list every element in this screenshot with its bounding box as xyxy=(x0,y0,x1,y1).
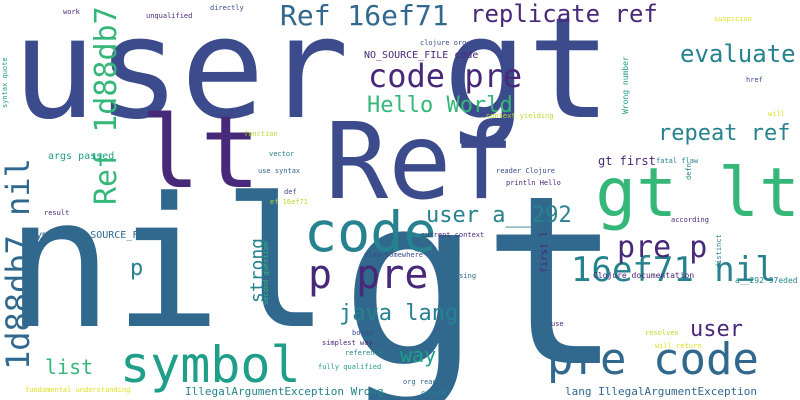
cloud-word-p: p xyxy=(130,256,144,281)
cloud-word-href: href xyxy=(746,76,763,84)
cloud-word-reference: reference xyxy=(345,349,383,357)
cloud-word-first-l: first l xyxy=(539,230,550,273)
cloud-word-symbol: symbol xyxy=(120,336,301,394)
cloud-word-gt-first: gt first xyxy=(598,154,656,168)
cloud-word-clojure-org: clojure org xyxy=(420,39,467,47)
cloud-word-def: def xyxy=(284,188,297,196)
cloud-word-using: Using xyxy=(455,272,477,280)
cloud-word-simplest-way: simplest way xyxy=(322,339,373,347)
cloud-word-user-small: user xyxy=(690,317,743,342)
cloud-word-syntax-quote: syntax quote xyxy=(1,57,9,108)
cloud-word-pre-code: pre code xyxy=(547,334,759,385)
cloud-word-use: use xyxy=(551,320,564,328)
cloud-word-no-source-file-code: NO_SOURCE_FILE code xyxy=(364,50,479,61)
cloud-word-work: work xyxy=(63,8,80,16)
cloud-word-evaluate: evaluate xyxy=(680,40,796,68)
cloud-word-gt: gt xyxy=(443,0,612,151)
cloud-word-unqualified: unqualified xyxy=(146,12,193,20)
cloud-word-current-context: current context xyxy=(421,231,485,239)
cloud-word-user-a-292: user a__292 xyxy=(426,203,572,228)
cloud-word-will: will xyxy=(768,110,785,118)
cloud-word-1d88db7-nil: 1d88db7 nil xyxy=(0,158,37,370)
cloud-word-ref: Ref xyxy=(325,101,515,223)
cloud-word-code-pre: code pre xyxy=(368,57,523,95)
cloud-word-pre-p: pre p xyxy=(617,230,708,265)
cloud-word-create: create xyxy=(421,389,447,397)
cloud-word-fully-qualified: fully qualified xyxy=(318,363,382,371)
cloud-word-a-292-97eded: a__292 97eded xyxy=(735,276,798,285)
cloud-word-result: result xyxy=(44,209,70,217)
cloud-word-bound: bound xyxy=(352,329,374,337)
cloud-word-symbol-no-source-file: Symbol NO_SOURCE_FILE xyxy=(30,230,157,241)
cloud-word-will-return: will return xyxy=(655,342,702,350)
cloud-word-java-lang: java lang xyxy=(339,301,459,326)
cloud-word-16ef71-nil: 16ef71 nil xyxy=(571,250,776,290)
cloud-word-according: according xyxy=(671,216,709,224)
cloud-word-lt: lt xyxy=(140,94,261,211)
cloud-word-user: user xyxy=(12,0,350,151)
cloud-word-illegalargumentexception-wrong: IllegalArgumentException Wrong xyxy=(185,385,384,398)
cloud-word-defn: defn xyxy=(685,163,693,180)
cloud-word-use-syntax: use syntax xyxy=(258,167,301,175)
cloud-word-context-yielding: context yielding xyxy=(486,112,554,120)
cloud-word-repeat-ref: repeat ref xyxy=(658,121,791,146)
cloud-word-hello-world: Hello World xyxy=(367,93,513,118)
cloud-word-p-pre: p pre xyxy=(308,252,429,298)
cloud-word-ef-16ef71: ef 16ef71 xyxy=(270,198,308,206)
cloud-word-org-reader: org reader xyxy=(403,378,446,386)
cloud-word-replicate-ref: replicate ref xyxy=(470,0,658,28)
cloud-word-reader-clojure: reader Clojure xyxy=(496,167,556,175)
cloud-word-ref-16ef71: Ref 16ef71 xyxy=(280,0,449,32)
cloud-word-fundamental-understanding: fundamental understanding xyxy=(25,386,131,394)
cloud-word-nil: nil xyxy=(5,160,331,369)
cloud-word-fatal-flaw: fatal flaw xyxy=(656,157,699,165)
cloud-word-code: code xyxy=(304,200,437,264)
cloud-word-list: list xyxy=(45,355,94,379)
cloud-word-gt: gt xyxy=(340,146,623,400)
cloud-word-directly: directly xyxy=(210,4,244,12)
cloud-word-args-passed: args passed xyxy=(48,151,115,162)
cloud-word-resolves: resolves xyxy=(645,329,679,337)
cloud-word-gt-lt: gt lt xyxy=(595,154,800,233)
cloud-word-suspicion: suspicion xyxy=(714,15,752,23)
cloud-word-clojure-documentation: Clojure documentation xyxy=(593,271,695,280)
cloud-word-lang-illegalargumentexception: lang IllegalArgumentException xyxy=(565,385,758,398)
cloud-word-println-hello: println Hello xyxy=(506,179,561,187)
cloud-word-ref-1d88db7: Ref 1d88db7 xyxy=(89,6,124,205)
cloud-word-second-question: Second question xyxy=(262,241,270,305)
cloud-word-vector: vector xyxy=(269,150,295,158)
cloud-word-wrong-number: Wrong number xyxy=(621,56,630,114)
cloud-word-distinct: distinct xyxy=(715,234,723,268)
cloud-word-flaw-somewhere: flaw somewhere xyxy=(364,251,424,259)
cloud-word-function: function xyxy=(244,130,278,138)
cloud-word-way: way xyxy=(400,343,437,367)
